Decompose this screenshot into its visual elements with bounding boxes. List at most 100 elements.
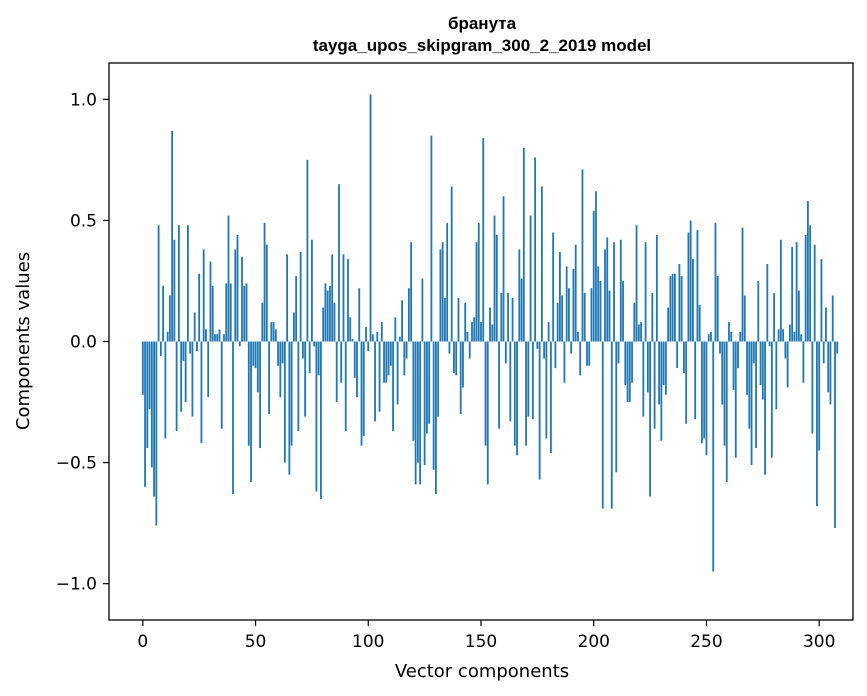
bar-121	[414, 341, 417, 485]
bar-series	[141, 94, 839, 572]
x-tick-label: 200	[578, 632, 610, 652]
bar-91	[347, 259, 349, 342]
bar-6	[155, 341, 158, 526]
bar-150	[480, 322, 482, 342]
x-tick-label: 150	[465, 632, 497, 652]
bar-206	[606, 237, 609, 342]
bar-152	[484, 341, 487, 446]
bar-48	[250, 341, 252, 482]
y-tick-label: 0.5	[70, 211, 97, 231]
y-tick-label: −1.0	[56, 575, 97, 595]
bar-58	[272, 322, 275, 342]
bar-186	[561, 295, 564, 342]
bar-273	[757, 280, 760, 342]
x-tick-label: 250	[690, 632, 722, 652]
chart-subtitle: tayga_upos_skipgram_300_2_2019 model	[313, 36, 651, 55]
bar-115	[401, 300, 403, 342]
y-tick-label: 0.0	[70, 333, 97, 353]
bar-276	[764, 341, 766, 475]
bar-293	[802, 341, 805, 383]
bar-126	[425, 341, 428, 434]
bar-32	[214, 334, 216, 342]
bar-229	[658, 341, 661, 405]
bar-87	[338, 184, 340, 342]
bar-122	[416, 341, 419, 463]
bar-53	[261, 302, 264, 342]
bar-78	[317, 341, 320, 376]
y-tick-label: −0.5	[56, 454, 97, 474]
bar-128	[430, 135, 433, 342]
bar-144	[466, 331, 469, 342]
bar-228	[655, 234, 658, 342]
x-tick-label: 0	[137, 632, 148, 652]
bar-301	[820, 259, 823, 342]
bar-290	[795, 242, 798, 342]
bar-222	[642, 341, 645, 417]
bar-71	[301, 341, 304, 359]
bar-198	[588, 341, 591, 366]
bar-289	[793, 331, 796, 342]
bar-120	[412, 341, 415, 441]
bar-8	[159, 341, 162, 357]
bar-61	[279, 341, 282, 398]
bar-194	[579, 341, 582, 376]
bar-60	[277, 341, 279, 366]
bar-49	[252, 341, 255, 366]
bar-303	[825, 307, 827, 342]
bar-164	[511, 297, 514, 342]
bar-285	[784, 341, 787, 359]
bar-274	[759, 341, 762, 386]
bar-223	[644, 242, 647, 342]
bar-232	[664, 341, 667, 395]
bar-271	[752, 341, 755, 364]
bar-167	[518, 249, 521, 342]
bar-171	[527, 341, 530, 417]
bar-241	[685, 341, 688, 424]
bar-203	[599, 280, 602, 342]
bar-24	[196, 341, 198, 352]
bar-41	[234, 249, 237, 342]
y-tick-label: 1.0	[70, 90, 97, 110]
bar-204	[601, 341, 604, 509]
y-axis-ticks: 1.0 0.5 0.0 −0.5 −1.0	[56, 90, 109, 595]
bar-170	[525, 341, 527, 446]
bar-51	[256, 341, 259, 393]
bar-286	[786, 341, 789, 388]
bar-210	[615, 341, 618, 473]
bar-129	[432, 341, 435, 470]
bar-2	[146, 341, 149, 449]
bar-47	[247, 341, 250, 446]
bar-65	[288, 341, 291, 475]
bar-145	[468, 341, 471, 359]
bar-82	[326, 290, 329, 342]
bar-88	[340, 341, 343, 383]
bar-4	[150, 341, 153, 468]
bar-305	[829, 341, 832, 405]
bar-43	[238, 341, 241, 347]
bar-75	[311, 239, 313, 342]
bar-291	[797, 290, 800, 342]
bar-139	[455, 341, 458, 376]
bar-135	[446, 222, 449, 342]
bar-133	[441, 242, 444, 342]
bar-142	[462, 341, 464, 388]
bar-84	[331, 254, 334, 342]
bar-267	[743, 295, 746, 342]
bar-119	[410, 242, 413, 342]
bar-113	[396, 341, 399, 405]
chart-title: бранута	[448, 14, 517, 33]
bar-306	[831, 295, 834, 342]
bar-201	[595, 191, 597, 342]
bar-254	[714, 222, 717, 342]
bar-233	[667, 307, 670, 342]
bar-103	[374, 341, 376, 422]
bar-42	[236, 234, 239, 342]
bar-176	[538, 341, 541, 480]
bar-200	[592, 210, 595, 342]
bar-268	[746, 341, 748, 395]
bar-277	[766, 264, 769, 342]
bar-297	[811, 341, 814, 434]
bar-202	[597, 266, 600, 342]
bar-188	[565, 266, 568, 342]
